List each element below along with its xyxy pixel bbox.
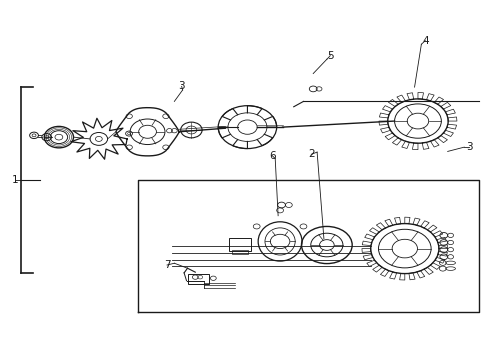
- Text: 1: 1: [12, 175, 18, 185]
- Bar: [188, 274, 209, 284]
- Text: 3: 3: [466, 142, 472, 152]
- Text: 7: 7: [164, 260, 171, 270]
- Bar: [232, 249, 248, 254]
- Bar: [229, 238, 251, 251]
- Text: 2: 2: [308, 149, 315, 159]
- Text: 4: 4: [422, 36, 429, 46]
- Text: 3: 3: [178, 81, 185, 91]
- Text: 5: 5: [327, 51, 334, 61]
- Text: 6: 6: [269, 151, 275, 161]
